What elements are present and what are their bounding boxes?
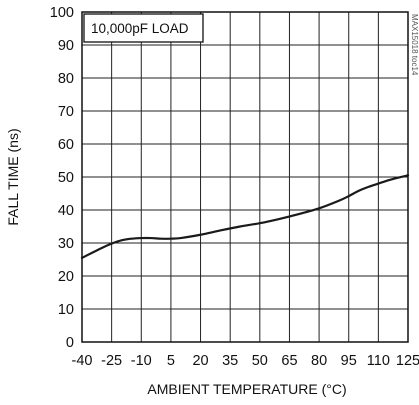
x-tick-label: 110	[367, 353, 390, 369]
grid	[81, 11, 409, 343]
x-tick-labels: -40 -25 -10 5 20 35 50 65 80 95 110 125	[72, 353, 419, 369]
x-tick-label: -40	[72, 353, 93, 369]
plot-frame	[81, 11, 409, 343]
x-tick-label: 80	[311, 353, 327, 369]
y-tick-label: 60	[58, 137, 74, 153]
y-tick-label: 70	[58, 104, 74, 120]
x-tick-label: 35	[222, 353, 238, 369]
x-tick-label: 125	[396, 353, 419, 369]
fall-time-line	[80, 174, 410, 259]
annotation-label: 10,000pF LOAD	[91, 21, 189, 36]
y-tick-label: 20	[58, 269, 74, 285]
figure-id: MAX15018 toc14	[410, 14, 419, 76]
x-tick-label: 5	[167, 353, 175, 369]
annotation-box	[83, 13, 204, 43]
y-tick-labels: 0 10 20 30 40 50 60 70 80 90 100	[50, 5, 74, 351]
y-tick-label: 100	[50, 5, 74, 21]
series-layer	[80, 174, 410, 259]
x-tick-label: -25	[101, 353, 122, 369]
y-tick-label: 90	[58, 38, 74, 54]
y-axis-title: FALL TIME (ns)	[5, 128, 21, 225]
x-tick-label: 95	[341, 353, 357, 369]
y-tick-label: 10	[58, 302, 74, 318]
y-tick-label: 50	[58, 170, 74, 186]
x-tick-label: 50	[252, 353, 268, 369]
y-tick-label: 0	[66, 335, 74, 351]
x-tick-label: 20	[192, 353, 208, 369]
y-tick-label: 30	[58, 236, 74, 252]
x-tick-label: -10	[131, 353, 152, 369]
y-tick-label: 80	[58, 71, 74, 87]
y-tick-label: 40	[58, 203, 74, 219]
x-axis-title: AMBIENT TEMPERATURE (°C)	[147, 381, 346, 397]
x-tick-label: 65	[281, 353, 297, 369]
